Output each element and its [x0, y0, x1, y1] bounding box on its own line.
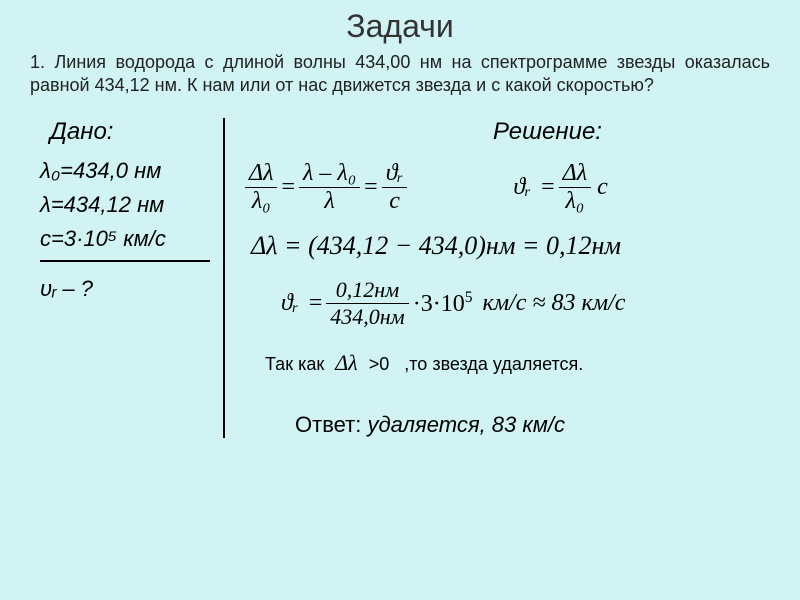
- eq1-f2-den: λ: [299, 188, 360, 215]
- eq1-f3-den: c: [382, 188, 408, 215]
- answer-text: удаляется, 83 км/с: [367, 412, 565, 437]
- solution-title: Решение:: [325, 118, 770, 146]
- equals-4: =: [305, 290, 327, 317]
- eq4-tail: км/с ≈ 83 км/с: [476, 290, 631, 317]
- eq1-f1-den: λ₀: [245, 188, 277, 215]
- page-title: Задачи: [0, 0, 800, 51]
- answer-label: Ответ:: [295, 412, 361, 437]
- solution-column: Решение: Δλ λ₀ = λ – λ₀ λ = ϑᵣ c ϑᵣ = Δλ…: [225, 118, 770, 438]
- answer: Ответ: удаляется, 83 км/с: [295, 412, 770, 438]
- given-find: υᵣ – ?: [40, 276, 213, 302]
- eq2-den: λ₀: [559, 188, 591, 215]
- content-area: Дано: λ₀=434,0 нм λ=434,12 нм с=3·10⁵ км…: [0, 98, 800, 438]
- equation-4: ϑᵣ = 0,12нм 434,0нм ·3·105 км/с ≈ 83 км/…: [275, 277, 770, 330]
- given-title: Дано:: [50, 118, 213, 146]
- given-column: Дано: λ₀=434,0 нм λ=434,12 нм с=3·10⁵ км…: [40, 118, 225, 438]
- problem-statement: 1. Линия водорода с длиной волны 434,00 …: [0, 51, 800, 98]
- given-divider: [40, 260, 210, 262]
- eq3-text: Δλ = (434,12 − 434,0)нм = 0,12нм: [245, 231, 627, 261]
- given-lambda: λ=434,12 нм: [40, 192, 213, 218]
- given-lambda0: λ₀=434,0 нм: [40, 158, 213, 184]
- eq4-lhs: ϑᵣ: [275, 290, 305, 317]
- conclusion-post: ,то звезда удаляется.: [404, 354, 583, 374]
- eq2-num: Δλ: [559, 160, 591, 188]
- eq1-f3-num: ϑᵣ: [382, 160, 408, 188]
- eq4-mid: ·3·105: [409, 289, 477, 318]
- conclusion-pre: Так как: [265, 354, 324, 374]
- equals-1: =: [277, 174, 299, 201]
- eq4-num: 0,12нм: [326, 277, 408, 304]
- conclusion: Так как Δλ >0 ,то звезда удаляется.: [265, 350, 770, 376]
- eq1-f2-num: λ – λ₀: [299, 160, 360, 188]
- eq2-lhs: ϑᵣ: [507, 174, 537, 201]
- eq1-f1-num: Δλ: [245, 160, 277, 188]
- equals-3: =: [537, 174, 559, 201]
- eq2-tail: c: [591, 174, 614, 201]
- given-c: с=3·10⁵ км/с: [40, 226, 213, 252]
- equation-1: Δλ λ₀ = λ – λ₀ λ = ϑᵣ c ϑᵣ = Δλ λ₀ c: [245, 160, 770, 215]
- equation-3: Δλ = (434,12 − 434,0)нм = 0,12нм: [245, 231, 770, 261]
- conclusion-gt: >0: [369, 354, 390, 374]
- conclusion-dl: Δλ: [329, 350, 363, 375]
- eq4-den: 434,0нм: [326, 304, 408, 330]
- equals-2: =: [360, 174, 382, 201]
